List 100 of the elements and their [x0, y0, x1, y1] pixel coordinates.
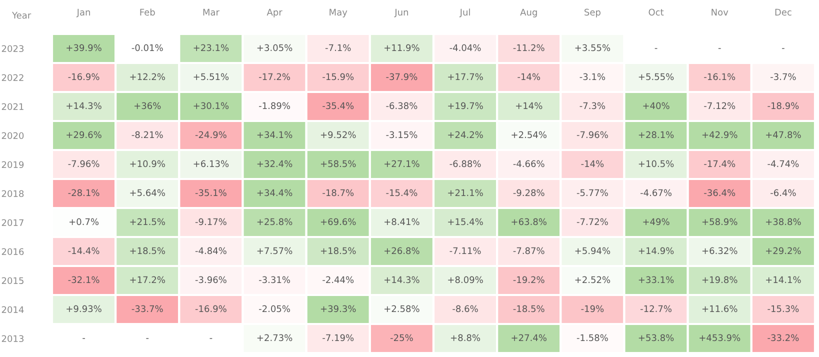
data-label: -0.01%: [132, 44, 163, 52]
x-tick-label: Dec: [775, 8, 792, 16]
data-label: -8.6%: [452, 305, 478, 312]
y-tick-label: 2018: [2, 190, 24, 198]
data-label: +5.94%: [575, 247, 610, 254]
x-tick-label: Jan: [76, 8, 90, 18]
data-label: +32.4%: [257, 160, 292, 168]
data-label: +8.8%: [451, 334, 480, 342]
data-label: +18.5%: [130, 247, 165, 254]
data-label: +3.55%: [575, 44, 610, 52]
data-label: +6.32%: [702, 247, 738, 254]
data-label: +34.1%: [257, 131, 292, 138]
data-label: -14%: [518, 73, 540, 80]
y-tick-label: 2021: [2, 103, 24, 110]
data-label: +17.2%: [130, 276, 165, 284]
data-label: -24.9%: [195, 131, 226, 138]
data-label: -16.9%: [68, 73, 100, 80]
data-label: +18.5%: [320, 247, 356, 254]
data-label: -3.7%: [770, 73, 796, 80]
text: -: [718, 48, 721, 49]
data-label: -17.2%: [259, 73, 290, 80]
data-label: -7.11%: [450, 247, 481, 254]
x-tick-label: Mar: [203, 8, 220, 16]
data-label: -4.84%: [195, 247, 226, 254]
x-tick-label: Jun: [394, 8, 408, 18]
data-label: -1.58%: [576, 334, 608, 342]
data-label: -18.5%: [513, 305, 544, 312]
data-label: +69.6%: [320, 218, 356, 226]
data-label: -3.15%: [386, 131, 418, 138]
x-tick-label: Apr: [266, 8, 282, 18]
data-label: +49%: [643, 218, 670, 226]
data-label: +39.9%: [66, 44, 102, 52]
data-label: -16.1%: [704, 73, 736, 80]
data-label: -7.19%: [322, 334, 354, 342]
data-label: +25.8%: [257, 218, 292, 226]
data-label: +36%: [134, 102, 161, 110]
data-label: +14.3%: [66, 102, 102, 110]
data-label: +0.7%: [70, 218, 99, 226]
data-label: +58.5%: [320, 160, 356, 168]
data-label: +39.3%: [320, 305, 356, 312]
text: -: [146, 338, 149, 339]
x-tick-label: Nov: [712, 8, 728, 16]
data-label: +47.8%: [766, 131, 801, 138]
data-label: -2.44%: [322, 276, 354, 284]
data-label: -35.1%: [195, 189, 226, 196]
x-tick-label: Jul: [459, 8, 470, 18]
data-label: +11.6%: [702, 305, 738, 312]
data-label: +5.55%: [638, 73, 674, 80]
data-label: +453.9%: [700, 334, 740, 342]
y-tick-label: 2022: [2, 74, 24, 82]
data-label: +29.2%: [766, 247, 801, 254]
data-label: -3.31%: [259, 276, 290, 284]
data-label: -4.67%: [640, 189, 672, 196]
data-label: +24.2%: [448, 131, 483, 138]
data-label: -6.88%: [450, 160, 481, 168]
data-label: +17.7%: [448, 73, 483, 80]
data-label: +40%: [643, 102, 670, 110]
data-label: -28.1%: [68, 189, 100, 196]
data-label: -6.38%: [386, 102, 418, 110]
data-label: -18.7%: [322, 189, 354, 196]
data-label: +38.8%: [766, 218, 801, 226]
data-label: +3.05%: [257, 44, 292, 52]
data-label: -7.96%: [68, 160, 100, 168]
data-label: +2.73%: [257, 334, 292, 342]
x-tick-label: Aug: [520, 8, 537, 18]
data-label: +14.1%: [766, 276, 801, 284]
data-label: -2.05%: [259, 305, 290, 312]
data-label: +23.1%: [194, 44, 229, 52]
data-label: -8.21%: [132, 131, 163, 138]
data-label: -4.66%: [513, 160, 544, 168]
data-label: -6.4%: [770, 189, 796, 196]
data-label: -16.9%: [195, 305, 226, 312]
data-label: +5.51%: [194, 73, 229, 80]
data-label: +34.4%: [257, 189, 292, 196]
data-label: +14.3%: [384, 276, 420, 284]
data-label: -33.7%: [132, 305, 163, 312]
data-label: -18.9%: [768, 102, 799, 110]
data-label: +6.13%: [194, 160, 229, 168]
y-tick-label: 2013: [2, 335, 24, 342]
data-label: -4.04%: [450, 44, 481, 52]
y-tick-label: 2020: [2, 132, 24, 140]
data-label: -14.4%: [68, 247, 100, 254]
data-label: -11.2%: [513, 44, 544, 52]
data-label: +9.52%: [320, 131, 356, 138]
data-label: +26.8%: [384, 247, 420, 254]
data-label: +58.9%: [702, 218, 738, 226]
data-label: +63.8%: [512, 218, 546, 226]
data-label: -35.4%: [322, 102, 354, 110]
data-label: -37.9%: [386, 73, 418, 80]
data-label: -3.1%: [580, 73, 606, 80]
data-label: +12.2%: [130, 73, 165, 80]
data-label: +8.09%: [448, 276, 483, 284]
data-label: -15.4%: [386, 189, 418, 196]
y-tick-label: 2019: [2, 161, 24, 168]
y-tick-label: 2014: [2, 306, 24, 314]
data-label: +9.93%: [66, 305, 102, 312]
x-tick-label: Feb: [140, 8, 155, 16]
data-label: +29.6%: [66, 131, 102, 138]
data-label: +5.64%: [130, 189, 165, 196]
data-label: +21.1%: [448, 189, 483, 196]
